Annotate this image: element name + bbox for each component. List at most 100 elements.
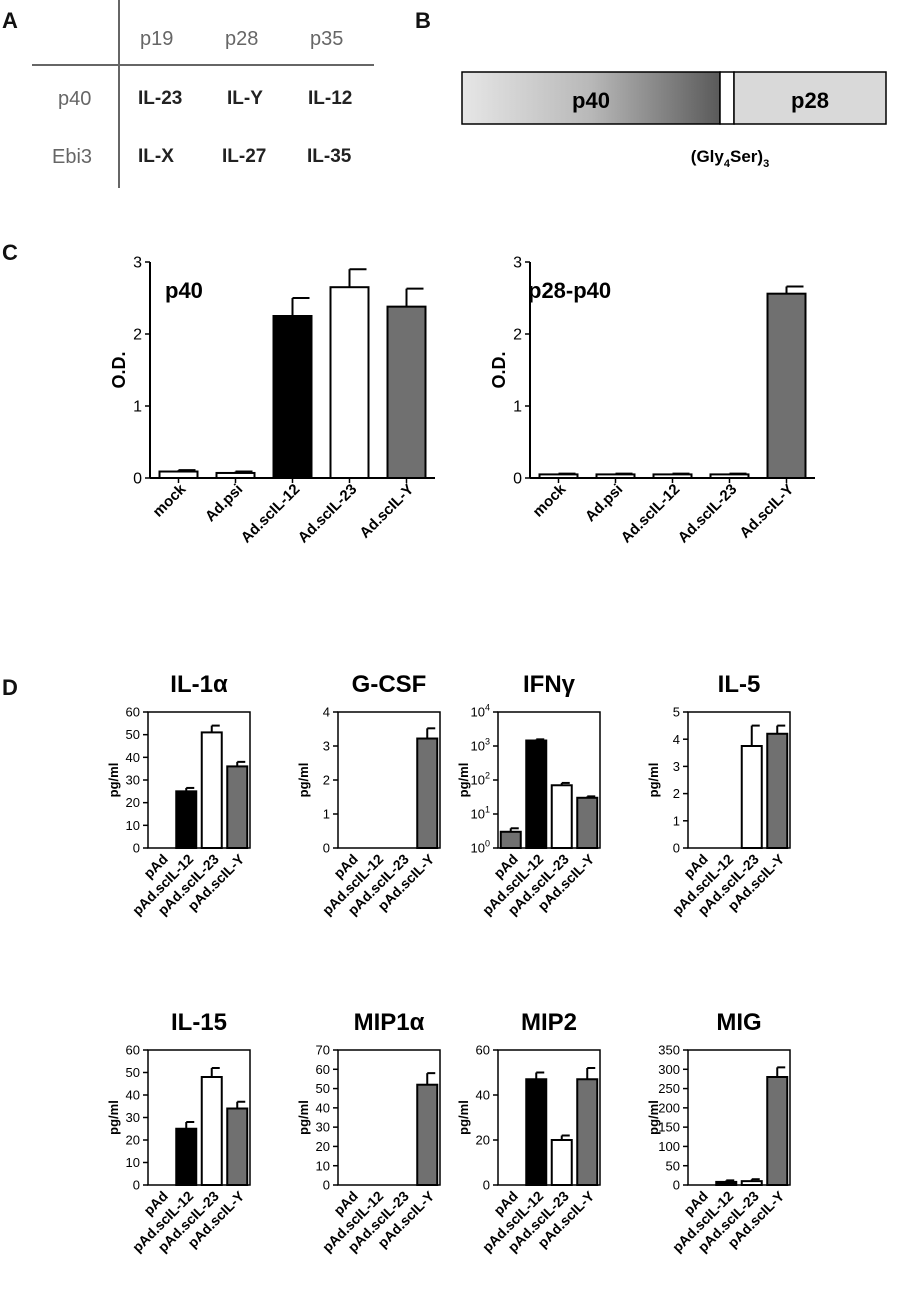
y-tick-label: 60	[476, 1043, 490, 1058]
y-tick-label: 350	[658, 1043, 680, 1058]
y-axis-label: O.D.	[489, 351, 509, 388]
y-tick-label: 40	[126, 750, 140, 765]
bar-ad-scil-23	[709, 473, 750, 479]
plot-frame	[687, 711, 791, 849]
y-axis-label: pg/ml	[296, 763, 311, 798]
y-tick-label: 50	[126, 727, 140, 742]
y-tick-label: 5	[673, 705, 680, 720]
bar-ad-scil-y	[766, 292, 807, 480]
chart-title: IL-15	[171, 1009, 227, 1036]
construct-diagram: p40 p28 (Gly4Ser)3	[460, 70, 900, 190]
chart-title: p40	[165, 278, 203, 303]
y-tick-label: 1	[133, 399, 142, 416]
y-tick-label: 103	[471, 737, 490, 754]
table-col-header: p19	[140, 28, 174, 50]
y-tick-label: 1	[673, 813, 680, 828]
y-tick-label: 3	[323, 739, 330, 754]
chart-mip2: MIP20204060pg/mlpAdpAd.scIL-12pAd.scIL-2…	[456, 1009, 601, 1255]
bar-pad-scil-12	[175, 1127, 198, 1186]
y-tick-label: 4	[323, 705, 330, 720]
plot-frame	[497, 1049, 601, 1186]
y-axis-label: pg/ml	[456, 1100, 471, 1135]
table-cell: IL-Y	[227, 88, 263, 109]
y-tick-label: 10	[126, 818, 140, 833]
y-tick-label: 50	[126, 1065, 140, 1080]
y-tick-label: 200	[658, 1100, 680, 1115]
y-tick-label: 20	[126, 795, 140, 810]
table-cell: IL-23	[138, 88, 183, 109]
bar-pad-scil-23	[200, 731, 223, 849]
y-axis-label: pg/ml	[296, 1100, 311, 1135]
bar-pad-scil-23	[550, 784, 573, 849]
construct-svg: p40 p28 (Gly4Ser)3	[461, 71, 887, 170]
x-tick-label: Ad.scIL-Y	[356, 481, 417, 542]
y-tick-label: 20	[316, 1139, 330, 1154]
y-tick-label: 1	[323, 807, 330, 822]
bar-ad-psi	[215, 471, 256, 480]
y-tick-label: 40	[476, 1088, 490, 1103]
p40-label: p40	[572, 88, 610, 113]
bar-pad-scil-12	[175, 790, 198, 849]
table-cell: IL-X	[138, 146, 174, 167]
bar-pad-scil-y	[226, 1107, 249, 1186]
chart-title: MIP1α	[354, 1009, 425, 1036]
y-tick-label: 0	[323, 841, 330, 856]
y-tick-label: 2	[323, 773, 330, 788]
bar-ad-scil-23	[329, 286, 370, 480]
p28-label: p28	[791, 88, 829, 113]
chart-p40: p40 0 1 2 3 O.D. mock Ad.psiAd.scIL-12Ad.scIL-2…	[109, 255, 435, 547]
y-tick-label: 0	[133, 841, 140, 856]
y-axis-label: pg/ml	[106, 1100, 121, 1135]
x-tick-label: Ad.scIL-23	[295, 481, 361, 547]
y-axis-label: O.D.	[109, 351, 129, 388]
cytokine-table: p19 p28 p35 p40 IL-23 IL-Y IL-12 Ebi3 IL…	[30, 0, 390, 200]
bar-ad-scil-12	[652, 473, 693, 479]
bar-pad-scil-23	[740, 745, 763, 849]
bar-pad-scil-23	[200, 1076, 223, 1186]
y-axis-label: pg/ml	[646, 763, 661, 798]
y-tick-label: 70	[316, 1043, 330, 1058]
y-tick-label: 20	[126, 1133, 140, 1148]
table-row-header: Ebi3	[52, 146, 93, 168]
y-axis-label: pg/ml	[456, 763, 471, 798]
y-tick-label: 3	[673, 759, 680, 774]
table-col-header: p35	[310, 28, 344, 50]
table-row-header: p40	[58, 88, 92, 110]
bar-mock	[538, 473, 579, 479]
table-vertical-rule	[118, 0, 120, 188]
bar-pad-scil-y	[576, 796, 599, 849]
bar-pad-scil-y	[416, 1083, 439, 1186]
table-col-header: p28	[225, 28, 259, 50]
bar-pad-scil-12	[525, 739, 548, 849]
x-tick-label: Ad.scIL-23	[675, 481, 741, 547]
y-tick-label: 4	[673, 732, 680, 747]
p28-domain	[733, 71, 887, 125]
y-tick-label: 20	[476, 1133, 490, 1148]
chart-ifn-gamma: IFNγ100101102103104pg/mlpAdpAd.scIL-12pA…	[456, 671, 601, 918]
p40-domain	[461, 71, 721, 125]
x-tick-label: Ad.scIL-12	[238, 481, 304, 547]
y-tick-label: 1	[513, 399, 522, 416]
table-horizontal-rule	[32, 64, 374, 66]
bar-pad-scil-12	[715, 1180, 738, 1187]
chart-title: MIG	[716, 1009, 761, 1036]
chart-title: p28-p40	[528, 278, 611, 303]
chart-title: IL-1α	[170, 671, 228, 698]
y-axis-label: pg/ml	[106, 763, 121, 798]
bar-pad-scil-23	[740, 1180, 763, 1186]
y-tick-label: 0	[323, 1178, 330, 1193]
chart-il-1a: IL-1α0102030405060pg/mlpAdpAd.scIL-12pAd…	[106, 671, 251, 918]
x-tick-label: mock	[530, 480, 570, 520]
bar-pad-scil-y	[766, 1076, 789, 1186]
plot-frame	[337, 1049, 441, 1186]
x-tick-label: Ad.psi	[582, 481, 626, 525]
chart-title: IFNγ	[523, 671, 576, 698]
y-tick-label: 101	[471, 805, 490, 822]
bar-pad	[499, 830, 522, 849]
panel-label-b: B	[415, 8, 431, 33]
y-tick-label: 100	[471, 839, 490, 856]
table-cell: IL-27	[222, 146, 267, 167]
y-tick-label: 50	[316, 1081, 330, 1096]
y-tick-label: 60	[316, 1062, 330, 1077]
